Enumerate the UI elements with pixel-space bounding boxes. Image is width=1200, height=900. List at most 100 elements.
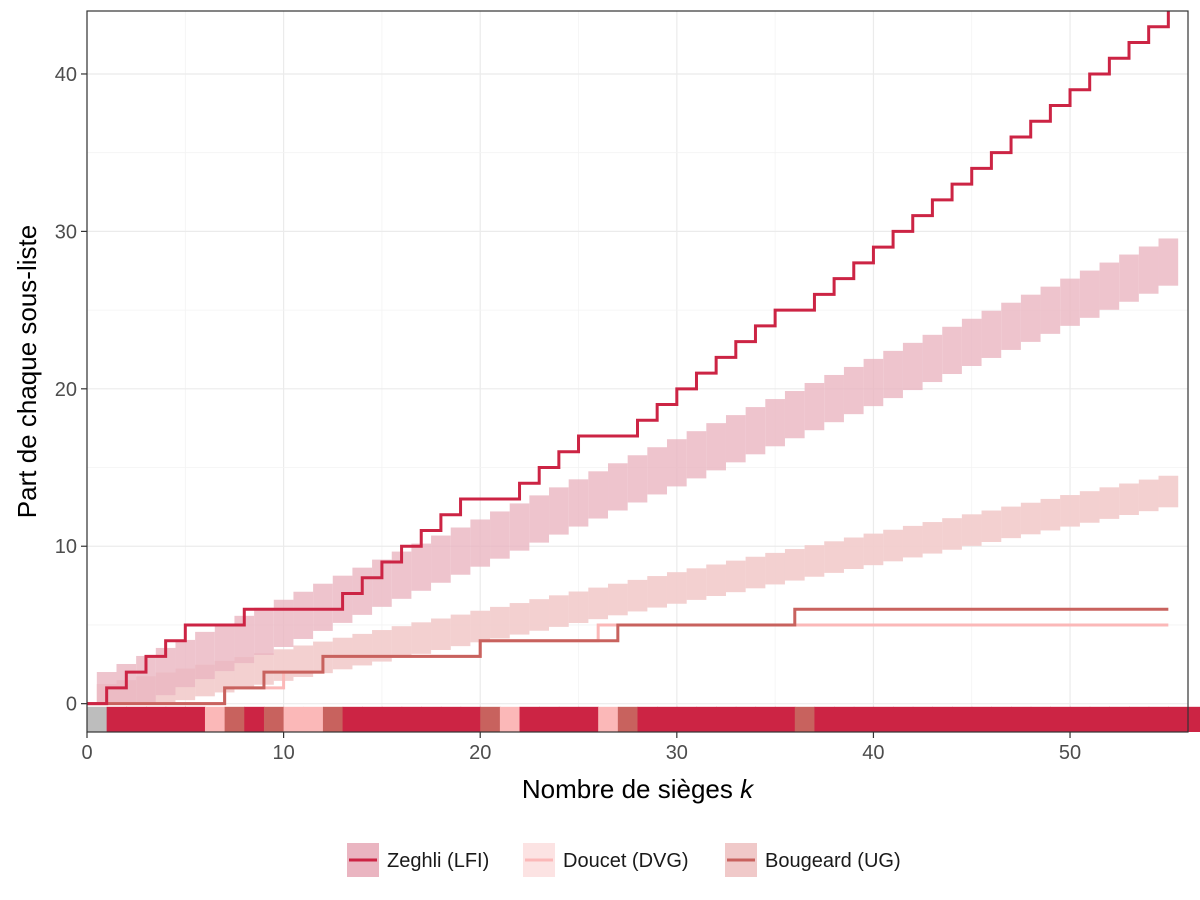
band-segment	[981, 510, 1002, 542]
band-segment	[1119, 254, 1139, 302]
seat-strip-cell	[1030, 706, 1051, 732]
band-segment	[883, 350, 903, 399]
seat-strip-cell	[185, 706, 206, 732]
band-segment	[745, 407, 766, 455]
band-segment	[411, 622, 432, 654]
y-tick-label: 30	[55, 221, 77, 243]
band-segment	[293, 645, 314, 677]
band-segment	[765, 399, 785, 447]
seat-strip-cell	[1168, 706, 1189, 732]
seat-strip-cell	[657, 706, 678, 732]
band-segment	[490, 511, 510, 559]
seat-strip-cell	[244, 706, 265, 732]
legend-label: Doucet (DVG)	[563, 850, 689, 872]
seat-strip-cell	[224, 706, 245, 732]
seat-strip-cell	[145, 706, 167, 732]
seat-strip-cell	[87, 706, 108, 732]
band-segment	[1079, 491, 1100, 523]
band-segment	[1138, 246, 1159, 294]
band-segment	[549, 487, 569, 535]
seat-strip-cell	[853, 706, 875, 732]
seat-strip-cell	[893, 706, 914, 732]
seat-strip	[87, 706, 1200, 732]
band-segment	[1040, 498, 1061, 531]
band-segment	[725, 415, 746, 463]
band-segment	[843, 537, 864, 569]
band-segment	[784, 549, 805, 581]
band-segment	[784, 391, 805, 439]
seat-strip-cell	[362, 706, 383, 732]
band-segment	[843, 366, 864, 415]
seat-strip-cell	[322, 706, 344, 732]
band-segment	[509, 603, 530, 635]
band-segment	[666, 572, 687, 604]
band-segment	[1099, 262, 1120, 310]
seat-strip-cell	[263, 706, 285, 732]
seat-strip-cell	[716, 706, 737, 732]
seat-strip-cell	[873, 706, 894, 732]
band-segment	[922, 334, 943, 383]
seat-strip-cell	[283, 706, 304, 732]
band-segment	[411, 543, 432, 591]
band-segment	[588, 471, 609, 519]
seat-strip-cell	[165, 706, 186, 732]
band-segment	[254, 653, 274, 685]
band-segment	[1020, 502, 1041, 535]
band-segment	[863, 533, 884, 566]
band-segment	[195, 631, 215, 680]
band-segment	[1158, 238, 1179, 286]
band-segment	[234, 657, 255, 689]
band-segment	[490, 606, 510, 639]
band-segment	[627, 579, 648, 612]
band-segment	[961, 514, 982, 546]
seat-strip-cell	[381, 706, 403, 732]
band-segment	[175, 639, 196, 688]
band-segment	[470, 610, 491, 643]
band-segment	[568, 479, 589, 527]
seat-strip-cell	[106, 706, 127, 732]
band-segment	[804, 382, 825, 431]
band-segment	[588, 587, 609, 620]
seat-strip-cell	[676, 706, 698, 732]
band-segment	[372, 630, 392, 662]
band-segment	[214, 623, 235, 672]
band-segment	[745, 556, 766, 589]
band-segment	[431, 535, 451, 583]
band-segment	[1138, 479, 1159, 512]
step-line	[87, 607, 1169, 706]
band-segment	[883, 529, 903, 562]
seat-strip-cell	[1109, 706, 1130, 732]
y-axis-title: Part de chaque sous-liste	[12, 225, 42, 518]
band-segment	[647, 576, 667, 608]
band-segment	[902, 342, 923, 391]
band-segment	[450, 527, 471, 575]
seat-strip-cell	[814, 706, 835, 732]
band-segment	[961, 318, 982, 366]
seat-strip-cell	[578, 706, 599, 732]
band-segment	[136, 655, 156, 704]
band-segment	[824, 374, 844, 423]
seat-strip-cell	[598, 706, 619, 732]
legend-label: Bougeard (UG)	[765, 850, 901, 872]
band-segment	[686, 568, 707, 600]
band-segment	[824, 541, 844, 573]
band-segment	[529, 495, 550, 543]
band-segment	[273, 599, 294, 647]
seat-strip-cell	[1129, 706, 1150, 732]
legend-label: Zeghli (LFI)	[387, 850, 489, 872]
band-segment	[981, 310, 1002, 358]
seat-strip-cell	[775, 706, 796, 732]
seat-strip-cell	[1050, 706, 1071, 732]
band-segment	[686, 431, 707, 479]
band-segment	[155, 647, 176, 696]
band-segment	[431, 618, 451, 650]
seat-strip-cell	[499, 706, 521, 732]
seat-strip-cell	[460, 706, 481, 732]
step-line	[87, 11, 1170, 706]
seat-strip-cell	[952, 706, 973, 732]
band-segment	[254, 607, 274, 656]
axes: 0 10 20 30 40 50 0 10 20 30 40	[55, 64, 1081, 764]
x-tick-label: 40	[862, 742, 884, 764]
x-tick-label: 0	[81, 742, 92, 764]
